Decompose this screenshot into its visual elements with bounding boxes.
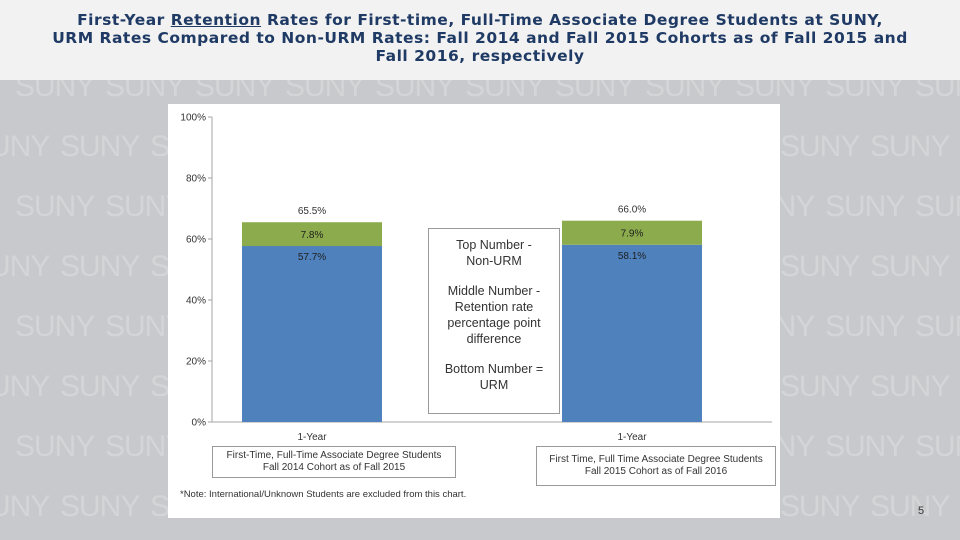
bar-label-difference: 7.8%	[301, 230, 324, 241]
watermark-text: SUNY	[825, 430, 905, 463]
bar-label-urm: 57.7%	[298, 252, 326, 263]
y-tick-label: 60%	[186, 235, 206, 246]
x-category-label: 1-Year	[297, 432, 327, 443]
watermark-text: SUNY	[780, 370, 860, 403]
slide-title: First-Year Retention Rates for First-tim…	[0, 0, 960, 80]
legend-middle-number: Middle Number - Retention rate percentag…	[447, 284, 541, 346]
watermark-text: SUNY	[285, 80, 365, 103]
watermark-text: SUNY	[60, 490, 140, 523]
watermark-text: SUNY	[915, 430, 960, 463]
bar-label-urm: 58.1%	[618, 251, 646, 262]
watermark-text: SUNY	[870, 370, 950, 403]
watermark-text: SUNY	[0, 250, 50, 283]
watermark-text: SUNY	[825, 80, 905, 103]
watermark-text: SUNY	[915, 310, 960, 343]
category-box-1-line-1: First-Time, Full-Time Associate Degree S…	[226, 450, 442, 461]
watermark-text: SUNY	[15, 80, 95, 103]
bar-segment-urm	[562, 244, 702, 422]
legend-bottom-number: Bottom Number = URM	[444, 362, 544, 392]
watermark-text: SUNY	[870, 250, 950, 283]
page-number: 5	[918, 505, 925, 517]
watermark-text: SUNY	[870, 490, 950, 523]
bar-label-non-urm-total: 66.0%	[618, 205, 646, 216]
category-box-2-line-2: Fall 2015 Cohort as of Fall 2016	[584, 466, 728, 477]
watermark-text: SUNY	[465, 80, 545, 103]
watermark-text: SUNY	[870, 130, 950, 163]
watermark-text: SUNY	[375, 80, 455, 103]
category-box-1-line-2: Fall 2014 Cohort as of Fall 2015	[262, 462, 406, 473]
watermark-text: SUNY	[0, 490, 50, 523]
stacked-bar-chart: 0% 20% 40% 60% 80% 100% 57.7% 7.8% 65.5% 1-Year 58…	[180, 113, 772, 443]
watermark-text: SUNY	[195, 80, 275, 103]
category-box-1: First-Time, Full-Time Associate Degree S…	[212, 446, 456, 478]
watermark-text: SUNY	[555, 80, 635, 103]
watermark-text: SUNY	[60, 250, 140, 283]
category-box-2: First Time, Full Time Associate Degree S…	[536, 446, 776, 486]
watermark-text: SUNY	[15, 430, 95, 463]
category-box-2-line-1: First Time, Full Time Associate Degree S…	[549, 454, 763, 465]
watermark-text: SUNY	[735, 80, 815, 103]
y-tick-label: 80%	[186, 174, 206, 185]
watermark-text: SUNY	[780, 130, 860, 163]
y-tick-label: 40%	[186, 296, 206, 307]
watermark-text: SUNY	[780, 250, 860, 283]
title-line-2: URM Rates Compared to Non-URM Rates: Fal…	[52, 29, 908, 47]
title-line-3: Fall 2016, respectively	[375, 47, 585, 65]
bar-label-non-urm-total: 65.5%	[298, 206, 326, 217]
legend-top-number: Top Number - Non-URM	[456, 238, 532, 268]
legend-explanation-box: Top Number - Non-URM Middle Number - Ret…	[428, 228, 560, 414]
watermark-text: SUNY	[105, 80, 185, 103]
y-tick-label: 20%	[186, 357, 206, 368]
watermark-text: SUNY	[15, 190, 95, 223]
bar-segment-urm	[242, 246, 382, 422]
x-category-label: 1-Year	[617, 432, 647, 443]
bar-segment-difference	[242, 222, 382, 247]
watermark-text: SUNY	[780, 490, 860, 523]
watermark-text: SUNY	[915, 80, 960, 103]
watermark-text: SUNY	[15, 310, 95, 343]
watermark-text: SUNY	[915, 190, 960, 223]
y-tick-label: 0%	[192, 418, 207, 429]
watermark-text: SUNY	[825, 310, 905, 343]
watermark-text: SUNY	[0, 370, 50, 403]
y-tick-label: 100%	[180, 113, 206, 124]
watermark-text: SUNY	[60, 370, 140, 403]
watermark-text: SUNY	[645, 80, 725, 103]
bar-label-difference: 7.9%	[621, 229, 644, 240]
bar-segment-difference	[562, 220, 702, 245]
watermark-text: SUNY	[825, 190, 905, 223]
watermark-text: SUNY	[60, 130, 140, 163]
title-line-1: First-Year Retention Rates for First-tim…	[77, 11, 883, 29]
watermark-text: SUNY	[0, 130, 50, 163]
chart-note: *Note: International/Unknown Students ar…	[180, 489, 467, 500]
chart-card: 0% 20% 40% 60% 80% 100% 57.7% 7.8% 65.5% 1-Year 58…	[168, 104, 780, 518]
title-underlined-word: Retention	[170, 11, 262, 29]
